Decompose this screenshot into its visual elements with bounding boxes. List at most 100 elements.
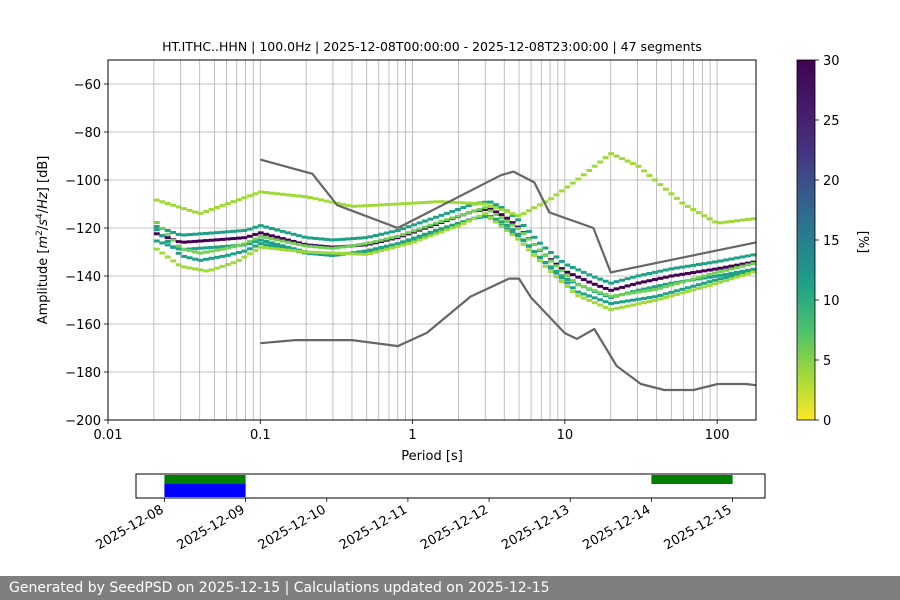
- pdf-cell: [695, 283, 702, 287]
- pdf-cell: [350, 237, 357, 241]
- pdf-cell: [734, 273, 740, 277]
- pdf-cell: [706, 217, 713, 221]
- pdf-cell: [520, 242, 527, 246]
- pdf-cell: [153, 239, 160, 243]
- pdf-cell: [460, 220, 467, 224]
- pdf-cell: [569, 181, 576, 185]
- pdf-cell: [504, 229, 511, 233]
- date-tick-label: 2025-12-12: [418, 502, 491, 553]
- pdf-cell: [575, 268, 582, 272]
- pdf-cell: [717, 221, 724, 225]
- pdf-cell: [558, 269, 565, 273]
- pdf-cell: [257, 231, 264, 235]
- pdf-cell: [339, 245, 346, 249]
- pdf-cell: [619, 157, 626, 161]
- pdf-cell: [274, 242, 281, 246]
- pdf-cell: [164, 202, 171, 205]
- pdf-cell: [728, 219, 735, 223]
- pdf-cell: [498, 208, 505, 212]
- y-axis-label: Amplitude [m2/s4/Hz] [dB]: [35, 156, 51, 325]
- pdf-cell: [608, 294, 615, 298]
- pdf-cell: [542, 246, 549, 250]
- pdf-cell: [591, 301, 598, 305]
- pdf-cell: [208, 268, 215, 272]
- pdf-cell: [537, 203, 543, 207]
- pdf-cell: [465, 204, 472, 208]
- pdf-cell: [345, 244, 352, 248]
- pdf-cell: [361, 249, 368, 253]
- pdf-cell: [367, 252, 374, 256]
- pdf-cell: [608, 281, 615, 285]
- pdf-cell: [268, 241, 275, 245]
- pdf-cell: [279, 237, 286, 241]
- pdf-cell: [438, 227, 445, 231]
- pdf-cell: [717, 277, 724, 281]
- pdf-cell: [750, 270, 757, 274]
- pdf-cell: [219, 264, 226, 268]
- pdf-cell: [416, 221, 423, 225]
- pdf-cell: [383, 231, 390, 235]
- x-tick-label: 0.01: [94, 428, 123, 443]
- pdf-cell: [630, 303, 636, 307]
- pdf-cell: [728, 257, 735, 261]
- pdf-cell: [192, 267, 199, 271]
- pdf-cell: [586, 298, 593, 302]
- coverage-bar: [164, 475, 246, 484]
- noise-models: [260, 158, 757, 392]
- pdf-cell: [378, 249, 385, 253]
- pdf-cell: [723, 278, 730, 282]
- pdf-cell: [268, 244, 275, 248]
- pdf-cell: [405, 231, 412, 235]
- pdf-cell: [427, 234, 434, 238]
- pdf-cell: [712, 274, 719, 278]
- pdf-cell: [662, 275, 669, 279]
- pdf-cell: [285, 248, 292, 252]
- pdf-cell: [558, 189, 565, 193]
- pdf-cell: [526, 209, 532, 213]
- pdf-cell: [646, 300, 653, 304]
- pdf-cell: [657, 269, 664, 273]
- pdf-cell: [246, 247, 253, 251]
- chart-title: HT.ITHC..HHN | 100.0Hz | 2025-12-08T00:0…: [162, 39, 702, 54]
- pdf-cell: [241, 196, 248, 200]
- pdf-cell: [257, 242, 264, 246]
- pdf-cell: [378, 245, 385, 249]
- pdf-cell: [553, 193, 560, 197]
- pdf-cell: [356, 250, 363, 254]
- pdf-cell: [378, 203, 385, 207]
- y-axis-ticks: −200 −180 −160 −140 −120 −100 −80 −60: [65, 78, 108, 429]
- pdf-cell: [515, 214, 522, 218]
- pdf-cell: [279, 244, 286, 248]
- pdf-cell: [263, 236, 270, 240]
- pdf-cell: [734, 270, 740, 274]
- pdf-cell: [504, 219, 511, 223]
- pdf-cell: [739, 255, 746, 259]
- pdf-cell: [235, 243, 242, 247]
- pdf-cell: [361, 236, 368, 240]
- pdf-cell: [564, 263, 571, 267]
- y-tick-label: −180: [65, 366, 101, 381]
- pdf-cell: [235, 236, 242, 240]
- pdf-cell: [257, 234, 264, 238]
- pdf-cell: [323, 199, 330, 203]
- pdf-cell: [411, 223, 417, 227]
- pdf-cell: [564, 277, 571, 281]
- pdf-cell: [679, 265, 686, 269]
- pdf-cell: [208, 249, 215, 253]
- pdf-cell: [531, 253, 538, 257]
- pdf-cell: [378, 238, 385, 242]
- pdf-cell: [728, 267, 735, 271]
- pdf-cell: [728, 277, 735, 281]
- pdf-cell: [695, 276, 702, 280]
- pdf-cell: [739, 262, 746, 266]
- pdf-cell: [537, 259, 543, 263]
- pdf-cell: [433, 200, 439, 204]
- pdf-cell: [301, 244, 308, 248]
- pdf-cell: [465, 219, 472, 223]
- pdf-cell: [542, 254, 549, 258]
- pdf-cell: [553, 264, 560, 268]
- pdf-cell: [515, 218, 522, 222]
- pdf-cell: [515, 234, 522, 238]
- pdf-cell: [219, 254, 226, 258]
- pdf-cell: [400, 243, 407, 247]
